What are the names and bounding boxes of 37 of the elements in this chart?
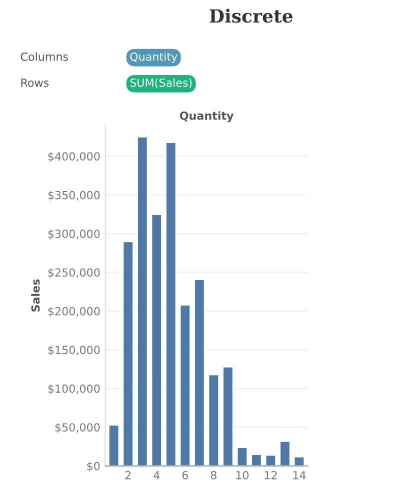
text: Columns — [20, 52, 68, 61]
x-tick-label: 2 — [125, 470, 131, 480]
x-tick-label: 10 — [236, 470, 249, 480]
bar — [208, 374, 220, 466]
bar — [222, 366, 234, 466]
y-tick-label: $150,000 — [48, 346, 100, 356]
bar — [165, 142, 177, 466]
bar — [122, 240, 134, 466]
y-tick-label: $100,000 — [48, 384, 100, 394]
y-tick-label: $250,000 — [48, 268, 100, 278]
text: SUM(Sales) — [130, 78, 192, 88]
bar — [150, 214, 162, 466]
chart-title: Discrete — [210, 8, 293, 23]
bar — [264, 454, 277, 466]
x-tick-label: 4 — [154, 471, 160, 480]
x-tick-label: 12 — [264, 470, 277, 480]
bar — [179, 304, 191, 466]
y-tick-label: $400,000 — [48, 152, 100, 162]
text: Quantity — [130, 52, 178, 63]
bar — [194, 278, 206, 466]
bar — [108, 424, 120, 466]
y-tick-label: $0 — [87, 462, 100, 472]
y-tick-label: $350,000 — [48, 190, 100, 201]
y-tick-label: $50,000 — [55, 422, 100, 434]
y-tick-label: $300,000 — [48, 229, 100, 240]
bar — [250, 454, 262, 466]
x-axis-title: Quantity — [180, 111, 234, 122]
x-tick-label: 14 — [293, 471, 306, 480]
bar — [293, 456, 306, 466]
bar — [236, 446, 248, 466]
y-tick-label: $200,000 — [48, 306, 100, 317]
bar — [279, 440, 291, 466]
x-tick-label: 8 — [210, 470, 216, 480]
text: Rows — [21, 78, 49, 87]
y-axis-title: Sales — [31, 279, 40, 312]
bar — [136, 136, 148, 466]
x-tick-label: 6 — [182, 470, 188, 480]
